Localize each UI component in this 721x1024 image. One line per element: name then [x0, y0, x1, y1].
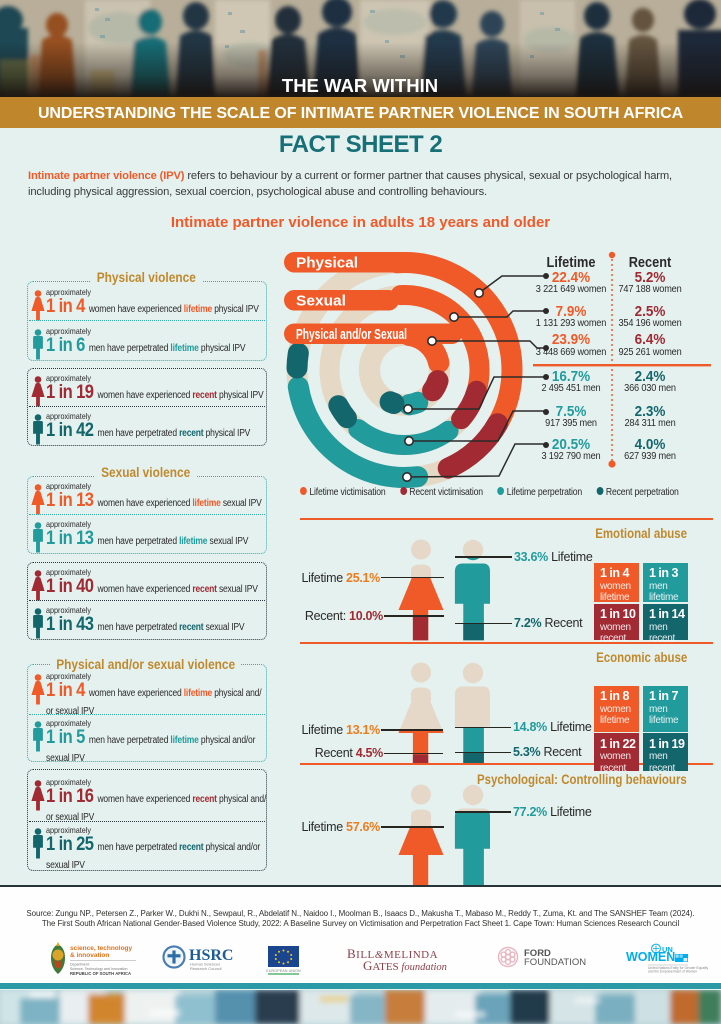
- svg-text:United Nations Entity for Gend: United Nations Entity for Gender Equalit…: [648, 966, 708, 970]
- svg-text:EUROPEAN UNION: EUROPEAN UNION: [266, 969, 301, 973]
- svg-text:FOUNDATION: FOUNDATION: [524, 957, 586, 968]
- svg-text:FORD: FORD: [524, 948, 551, 959]
- svg-text:and the Empowerment of Women: and the Empowerment of Women: [648, 970, 697, 974]
- svg-text:WOMEN: WOMEN: [626, 950, 675, 964]
- svg-text:Human Sciences: Human Sciences: [190, 962, 220, 967]
- svg-text:& innovation: & innovation: [70, 952, 109, 959]
- svg-text:Physical: Physical: [296, 255, 358, 272]
- svg-text:Sexual: Sexual: [296, 293, 346, 310]
- svg-text:GATES foundation: GATES foundation: [363, 958, 447, 973]
- svg-text:BILL&MELINDA: BILL&MELINDA: [347, 946, 438, 961]
- svg-text:UN: UN: [662, 945, 673, 954]
- svg-text:Research Council: Research Council: [190, 966, 222, 971]
- svg-text:HSRC: HSRC: [189, 947, 233, 964]
- svg-text:science, technology: science, technology: [70, 945, 133, 952]
- svg-text:Science, Technology and Innova: Science, Technology and Innovation: [70, 967, 127, 971]
- svg-text:REPUBLIC OF SOUTH AFRICA: REPUBLIC OF SOUTH AFRICA: [70, 971, 131, 976]
- svg-text:THE WAR WITHIN: THE WAR WITHIN: [282, 75, 438, 96]
- svg-text:Physical and/or Sexual: Physical and/or Sexual: [296, 326, 407, 343]
- svg-text:Department:: Department:: [70, 963, 90, 967]
